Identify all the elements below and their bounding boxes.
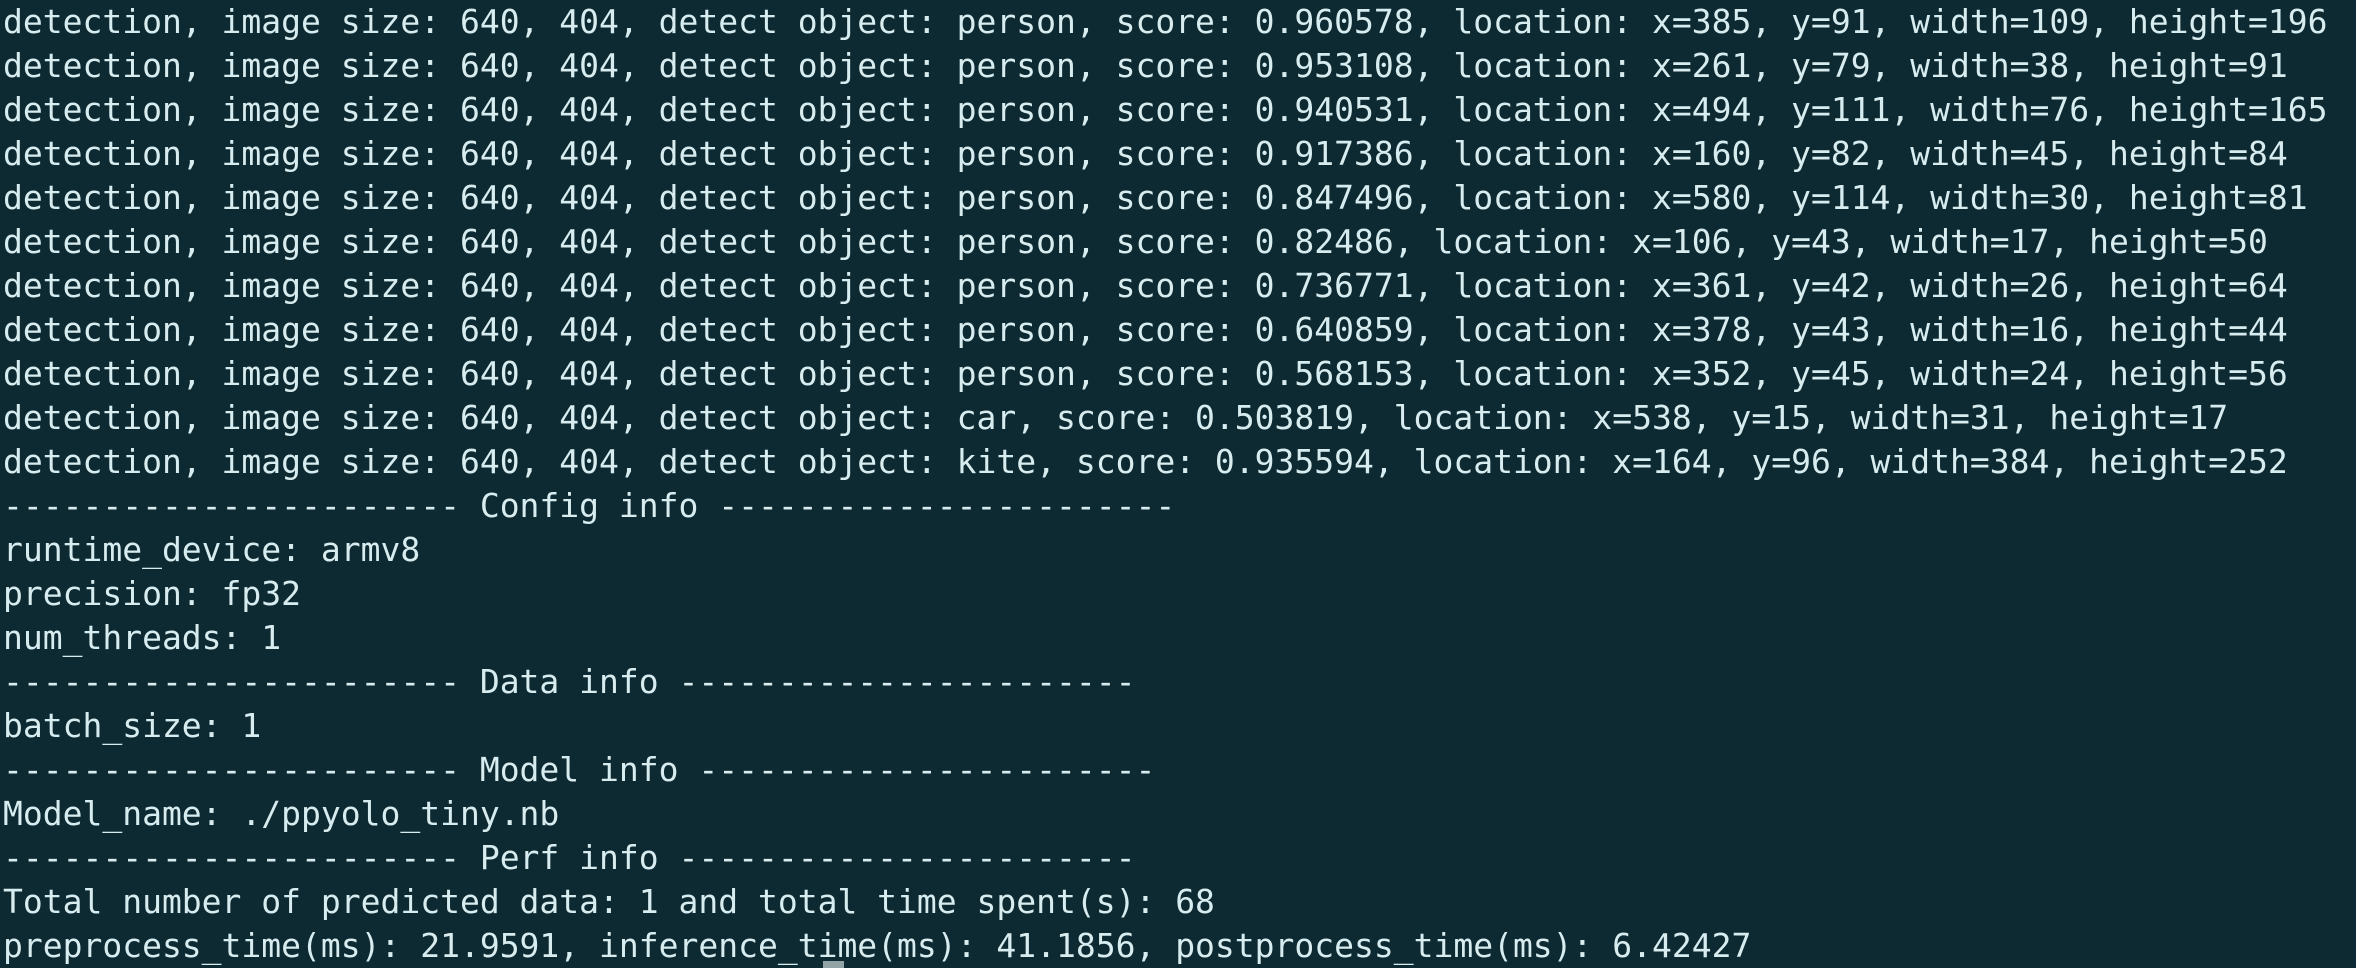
terminal-line: ----------------------- Config info ----… — [3, 486, 1176, 525]
terminal-line: detection, image size: 640, 404, detect … — [3, 442, 2288, 481]
terminal-line: ----------------------- Data info ------… — [3, 662, 1136, 701]
terminal-line: num_threads: 1 — [3, 618, 282, 657]
terminal-line: preprocess_time(ms): 21.9591, inference_… — [3, 926, 1752, 965]
terminal-line: precision: fp32 — [3, 574, 302, 613]
terminal-line: detection, image size: 640, 404, detect … — [3, 266, 2288, 305]
terminal-line: detection, image size: 640, 404, detect … — [3, 2, 2328, 41]
terminal-line: Total number of predicted data: 1 and to… — [3, 882, 1215, 921]
terminal-line: ----------------------- Perf info ------… — [3, 838, 1136, 877]
terminal-line: detection, image size: 640, 404, detect … — [3, 310, 2288, 349]
terminal-line: ----------------------- Model info -----… — [3, 750, 1156, 789]
terminal-line: detection, image size: 640, 404, detect … — [3, 178, 2308, 217]
terminal-line: detection, image size: 640, 404, detect … — [3, 222, 2268, 261]
terminal-line: detection, image size: 640, 404, detect … — [3, 398, 2229, 437]
terminal-line: runtime_device: armv8 — [3, 530, 421, 569]
terminal-cursor — [823, 961, 844, 968]
terminal-line: detection, image size: 640, 404, detect … — [3, 46, 2288, 85]
terminal-output: detection, image size: 640, 404, detect … — [3, 0, 2356, 968]
terminal-line: detection, image size: 640, 404, detect … — [3, 354, 2288, 393]
terminal-line: detection, image size: 640, 404, detect … — [3, 90, 2328, 129]
terminal-line: detection, image size: 640, 404, detect … — [3, 134, 2288, 173]
terminal-line: Model_name: ./ppyolo_tiny.nb — [3, 794, 560, 833]
terminal-line: batch_size: 1 — [3, 706, 262, 745]
